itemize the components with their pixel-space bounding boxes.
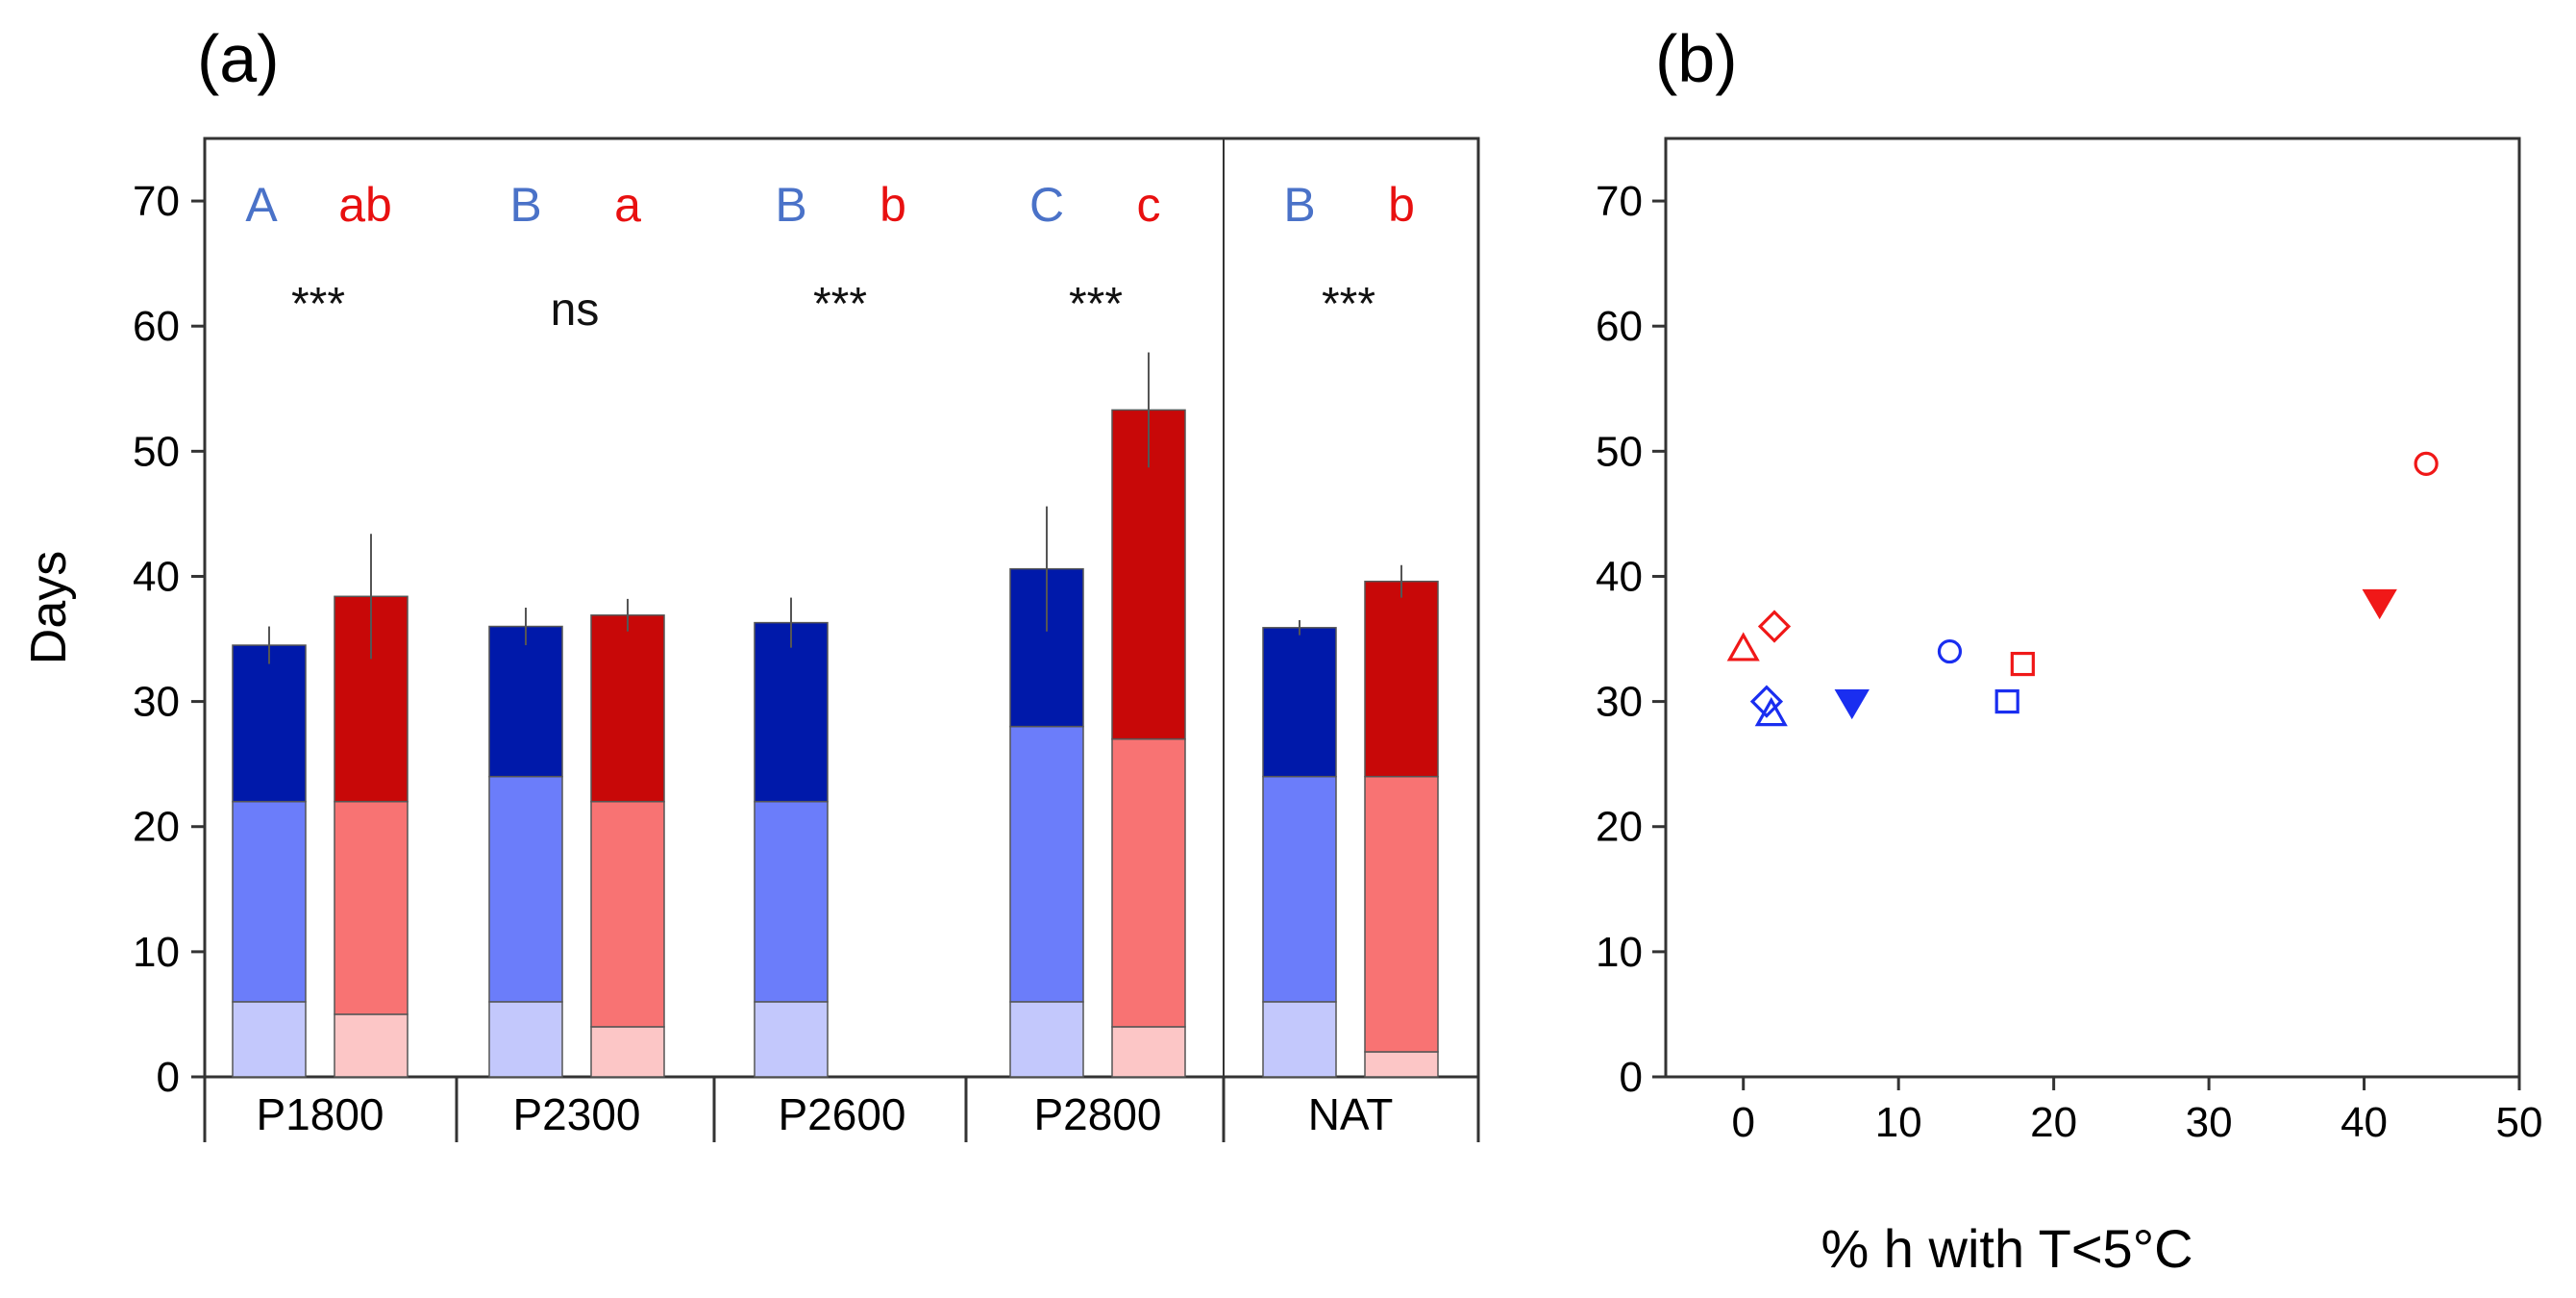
letter-NAT-red: b	[1388, 178, 1415, 232]
bar-NAT-red-segment-2	[1364, 775, 1439, 1053]
significance-P2300: ns	[551, 285, 600, 336]
letter-P2800-red: c	[1137, 178, 1161, 232]
panel-a-y-axis: 0 10 20 30 40 50 60 70	[133, 178, 205, 1101]
panel-a-bars	[232, 352, 1439, 1078]
panel-a-frame	[203, 137, 1480, 1079]
b-ytick-label: 70	[1596, 178, 1643, 225]
bar-NAT-red-segment-3	[1364, 580, 1439, 778]
a-ytick-label: 30	[133, 679, 180, 726]
a-ytick-label: 10	[133, 929, 180, 976]
point-red-diamond	[1757, 610, 1792, 643]
bar-P2600-blue-segment-2	[754, 800, 829, 1003]
point-red-triangle-up	[1726, 632, 1760, 661]
b-xtick-label: 10	[1875, 1099, 1922, 1146]
b-ytick-label: 10	[1596, 929, 1643, 976]
point-red-square	[2010, 651, 2035, 677]
point-blue-triangle-down-filled	[1834, 688, 1870, 720]
bar-P2300-red-segment-2	[590, 800, 665, 1028]
point-red-circle	[2414, 451, 2439, 476]
a-ytick-label: 50	[133, 428, 180, 475]
bar-P1800-red-segment-1	[334, 1013, 409, 1078]
b-xtick-label: 40	[2341, 1099, 2388, 1146]
panel-b-xlabel: % h with T<5°C	[1821, 1218, 2192, 1279]
bar-P2300-blue-segment-2	[488, 775, 563, 1003]
panel-b-points	[1726, 451, 2439, 727]
significance-NAT: ***	[1322, 279, 1375, 330]
bar-P2300-red-segment-3	[590, 614, 665, 803]
letter-P2300-red: a	[614, 178, 641, 232]
panel-a-x-axis: P1800 P2300 P2600 P2800 NAT	[203, 1077, 1480, 1142]
panel-b-title: (b)	[1655, 21, 1738, 96]
a-ytick-label: 70	[133, 178, 180, 225]
a-ytick-label: 40	[133, 553, 180, 600]
bar-NAT-blue-segment-3	[1262, 627, 1337, 778]
b-ytick-label: 60	[1596, 303, 1643, 350]
bar-NAT-blue-segment-2	[1262, 775, 1337, 1003]
panel-b-scatter-chart: 0 10 20 30 40 50 60 70 0 10 20 30 40 50 % h with T<5…	[1596, 137, 2542, 1279]
panel-b-frame	[1664, 137, 2521, 1079]
b-ytick-label: 30	[1596, 679, 1643, 726]
a-xtick-label-NAT: NAT	[1308, 1089, 1394, 1139]
letter-P2600-blue: B	[775, 178, 806, 232]
b-ytick-label: 40	[1596, 553, 1643, 600]
a-ytick-label: 0	[157, 1054, 180, 1101]
significance-P2800: ***	[1069, 279, 1123, 330]
point-blue-diamond	[1749, 685, 1784, 718]
b-xtick-label: 20	[2030, 1099, 2077, 1146]
point-blue-triangle-up	[1754, 697, 1788, 727]
bar-P2800-blue-segment-1	[1009, 1001, 1084, 1078]
a-xtick-label-P1800: P1800	[256, 1089, 384, 1139]
bar-P1800-blue-segment-2	[232, 800, 307, 1003]
significance-P1800: ***	[291, 279, 345, 330]
panel-b-x-axis: 0 10 20 30 40 50	[1731, 1077, 2542, 1146]
b-xtick-label: 50	[2496, 1099, 2543, 1146]
panel-a-title: (a)	[197, 21, 280, 96]
a-xtick-label-P2800: P2800	[1033, 1089, 1161, 1139]
bar-P2300-red-segment-1	[590, 1026, 665, 1078]
bar-P1800-red-segment-2	[334, 800, 409, 1015]
letter-NAT-blue: B	[1283, 178, 1315, 232]
a-xtick-label-P2300: P2300	[512, 1089, 640, 1139]
b-xtick-label: 0	[1731, 1099, 1754, 1146]
panel-b-y-axis: 0 10 20 30 40 50 60 70	[1596, 178, 1666, 1101]
letter-P1800-blue: A	[245, 178, 278, 232]
point-blue-square	[1994, 688, 2019, 714]
bar-NAT-red-segment-1	[1364, 1051, 1439, 1078]
a-xtick-label-P2600: P2600	[778, 1089, 905, 1139]
letter-P1800-red: ab	[338, 178, 392, 232]
bar-P2800-red-segment-2	[1111, 737, 1186, 1028]
b-ytick-label: 0	[1620, 1054, 1643, 1101]
bar-P2600-blue-segment-1	[754, 1001, 829, 1078]
b-xtick-label: 30	[2186, 1099, 2233, 1146]
bar-P2300-blue-segment-1	[488, 1001, 563, 1078]
bar-NAT-blue-segment-1	[1262, 1001, 1337, 1078]
point-red-triangle-down-filled	[2362, 588, 2397, 620]
a-ytick-label: 60	[133, 303, 180, 350]
significance-P2600: ***	[813, 279, 867, 330]
a-ytick-label: 20	[133, 804, 180, 851]
panel-a-ylabel: Days	[21, 551, 77, 664]
letter-P2300-blue: B	[509, 178, 541, 232]
bar-P1800-blue-segment-1	[232, 1001, 307, 1078]
b-ytick-label: 50	[1596, 428, 1643, 475]
letter-P2600-red: b	[879, 178, 906, 232]
b-ytick-label: 20	[1596, 804, 1643, 851]
letter-P2800-blue: C	[1029, 178, 1064, 232]
bar-P2600-blue-segment-3	[754, 621, 829, 803]
bar-P2300-blue-segment-3	[488, 625, 563, 778]
point-blue-circle	[1937, 638, 1963, 664]
bar-P1800-blue-segment-3	[232, 644, 307, 803]
bar-P2800-red-segment-1	[1111, 1026, 1186, 1078]
bar-P2800-blue-segment-2	[1009, 725, 1084, 1003]
